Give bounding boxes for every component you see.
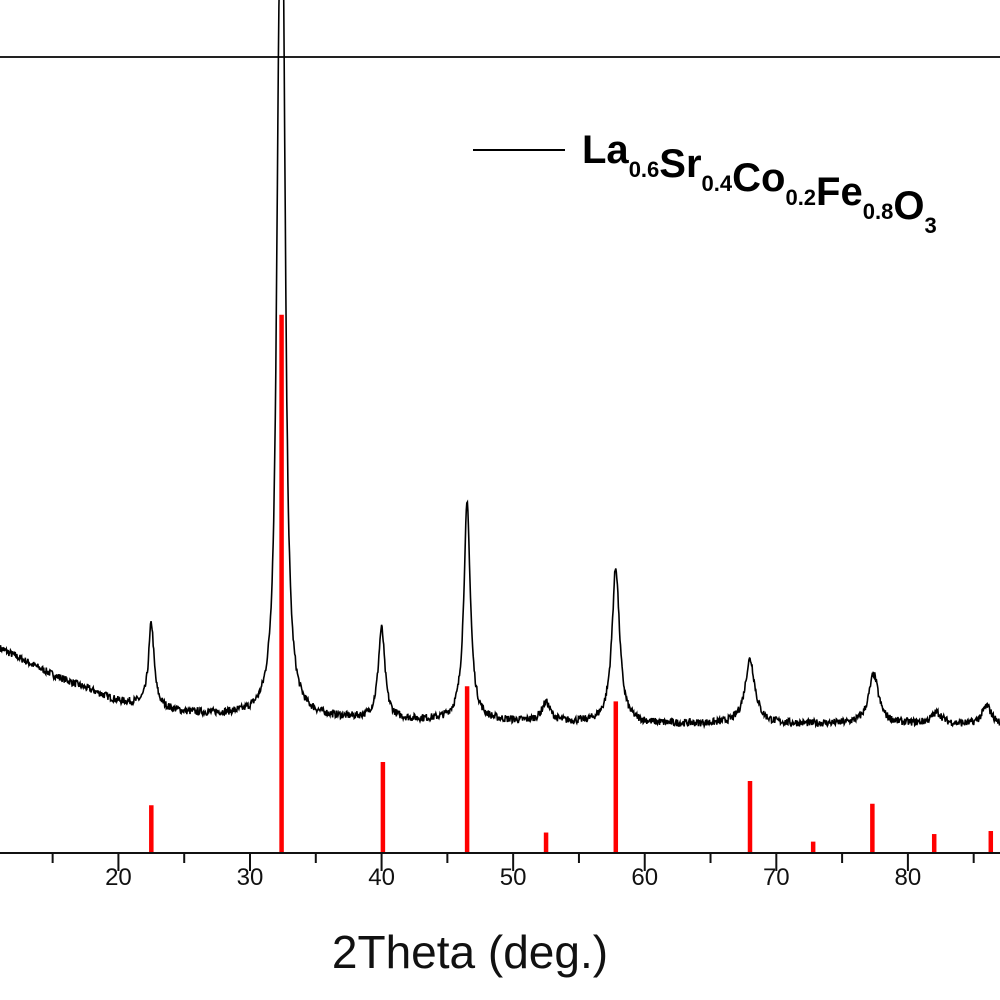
- x-axis-tick-labels: 20 30 40 50 60 70 80: [105, 864, 921, 891]
- x-tick-label: 40: [368, 864, 395, 891]
- legend-label: La0.6Sr0.4Co0.2Fe0.8O3: [582, 128, 937, 238]
- x-tick-label: 50: [500, 864, 527, 891]
- x-axis-ticks: [51, 853, 975, 871]
- xrd-pattern-line: [0, 0, 1000, 730]
- legend: La0.6Sr0.4Co0.2Fe0.8O3: [473, 128, 937, 238]
- x-tick-label: 80: [895, 864, 922, 891]
- plot-area: [0, 0, 1000, 853]
- x-tick-label: 70: [763, 864, 790, 891]
- x-tick-label: 20: [105, 864, 132, 891]
- x-tick-label: 60: [631, 864, 658, 891]
- x-axis-title: 2Theta (deg.): [332, 926, 608, 978]
- x-tick-label: 30: [237, 864, 264, 891]
